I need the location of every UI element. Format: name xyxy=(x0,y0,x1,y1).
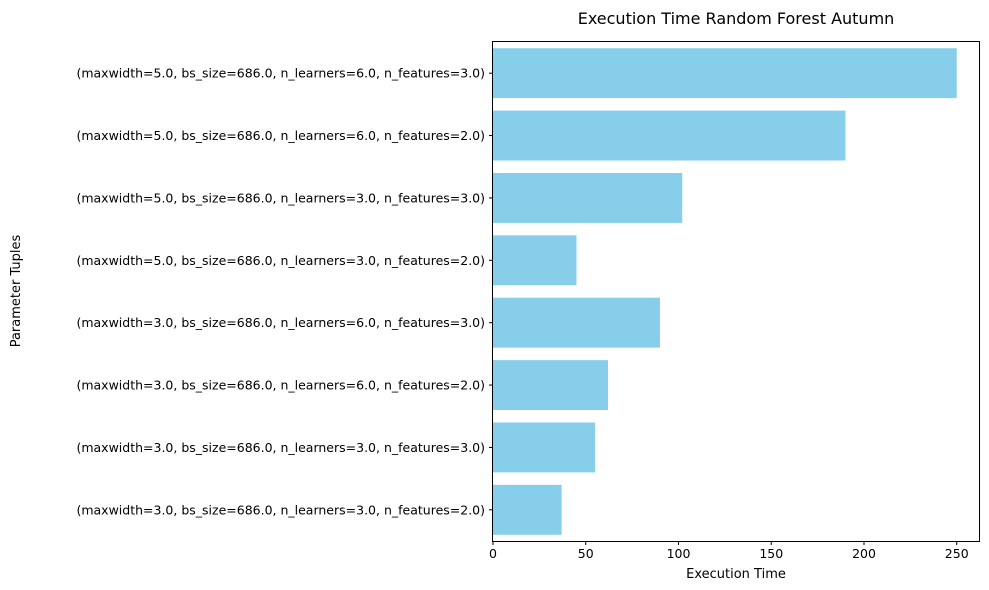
x-tick-label-4: 200 xyxy=(852,546,876,561)
x-tick-label-5: 250 xyxy=(945,546,969,561)
y-tick-label-2: (maxwidth=3.0, bs_size=686.0, n_learners… xyxy=(76,378,485,393)
y-tick-label-5: (maxwidth=5.0, bs_size=686.0, n_learners… xyxy=(76,190,485,205)
y-tick-label-3: (maxwidth=3.0, bs_size=686.0, n_learners… xyxy=(76,315,485,330)
x-ticks-group: 0 50 100 150 200 250 xyxy=(489,541,969,561)
x-tick-label-1: 50 xyxy=(578,546,594,561)
plot-frame xyxy=(492,41,980,542)
x-tick-label-3: 150 xyxy=(759,546,783,561)
y-tick-label-6: (maxwidth=5.0, bs_size=686.0, n_learners… xyxy=(76,128,485,143)
chart-title: Execution Time Random Forest Autumn xyxy=(578,9,895,28)
bar-4 xyxy=(493,235,577,286)
bar-0 xyxy=(493,484,562,535)
bar-7 xyxy=(493,48,957,99)
bar-2 xyxy=(493,360,609,411)
x-tick-label-2: 100 xyxy=(667,546,691,561)
bar-1 xyxy=(493,422,596,473)
y-tick-label-1: (maxwidth=3.0, bs_size=686.0, n_learners… xyxy=(76,440,485,455)
y-axis-label: Parameter Tuples xyxy=(9,234,24,347)
bar-3 xyxy=(493,297,660,348)
bar-5 xyxy=(493,172,683,223)
y-tick-label-7: (maxwidth=5.0, bs_size=686.0, n_learners… xyxy=(76,66,485,81)
x-axis-label: Execution Time xyxy=(686,567,786,582)
bar-6 xyxy=(493,110,846,161)
y-ticks-group: (maxwidth=3.0, bs_size=686.0, n_learners… xyxy=(76,66,493,517)
bars-group xyxy=(493,48,957,535)
y-tick-label-0: (maxwidth=3.0, bs_size=686.0, n_learners… xyxy=(76,502,485,517)
x-tick-label-0: 0 xyxy=(489,546,497,561)
y-tick-label-4: (maxwidth=5.0, bs_size=686.0, n_learners… xyxy=(76,253,485,268)
